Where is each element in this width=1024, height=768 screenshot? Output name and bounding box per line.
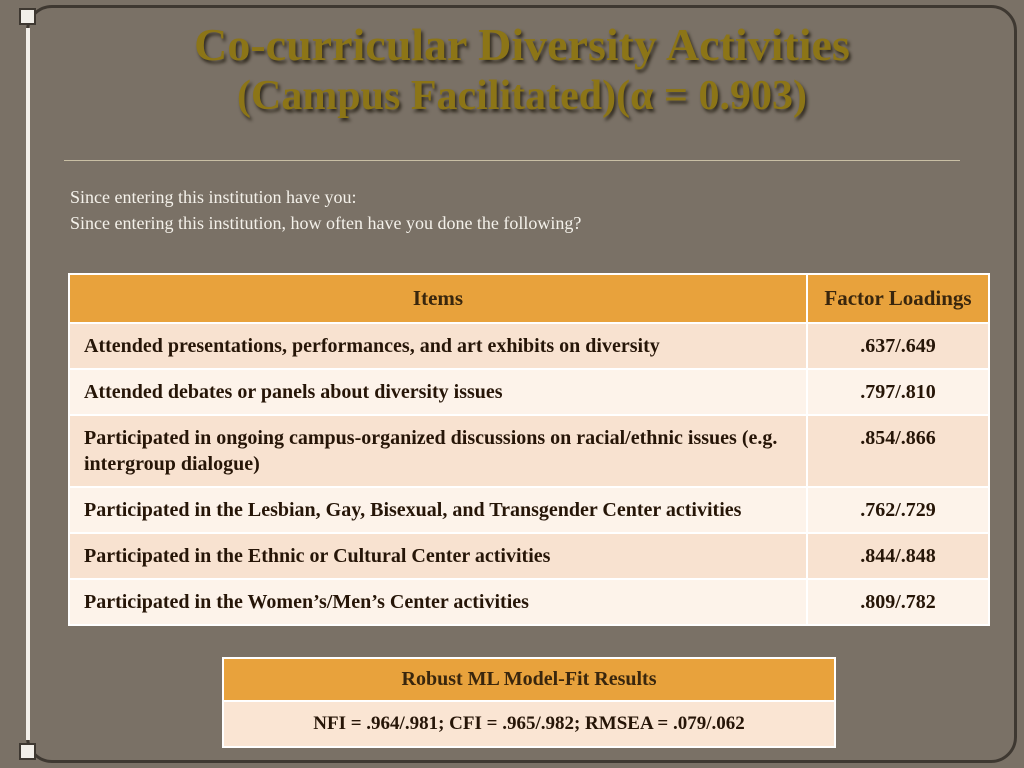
fit-table-result-cell: NFI = .964/.981; CFI = .965/.982; RMSEA … (222, 700, 836, 748)
factor-loadings-header-cell: Factor Loadings (806, 272, 990, 325)
slide-title: Co-curricular Diversity Activities (Camp… (40, 18, 1004, 122)
item-cell: Participated in ongoing campus-organized… (68, 414, 808, 489)
title-line-2: (Campus Facilitated)(α = 0.903) (237, 73, 807, 120)
items-table: Items Factor Loadings Attended presentat… (68, 272, 990, 627)
table-row: Participated in the Women’s/Men’s Center… (68, 578, 990, 627)
left-accent-bar (26, 28, 30, 740)
fit-table-result-row: NFI = .964/.981; CFI = .965/.982; RMSEA … (222, 700, 836, 748)
item-cell: Participated in the Lesbian, Gay, Bisexu… (68, 486, 808, 535)
item-cell: Attended presentations, performances, an… (68, 322, 808, 371)
intro-line-2: Since entering this institution, how oft… (70, 213, 582, 233)
intro-text: Since entering this institution have you… (70, 184, 581, 236)
loading-cell: .854/.866 (806, 414, 990, 489)
intro-line-1: Since entering this institution have you… (70, 187, 357, 207)
table-row: Participated in the Ethnic or Cultural C… (68, 532, 990, 581)
table-row: Participated in the Lesbian, Gay, Bisexu… (68, 486, 990, 535)
corner-square-top-left (19, 8, 36, 25)
loading-cell: .809/.782 (806, 578, 990, 627)
item-cell: Attended debates or panels about diversi… (68, 368, 808, 417)
item-cell: Participated in the Ethnic or Cultural C… (68, 532, 808, 581)
fit-table-header-row: Robust ML Model-Fit Results (222, 657, 836, 702)
item-cell: Participated in the Women’s/Men’s Center… (68, 578, 808, 627)
loading-cell: .637/.649 (806, 322, 990, 371)
items-table-header-row: Items Factor Loadings (68, 272, 990, 325)
loading-cell: .797/.810 (806, 368, 990, 417)
corner-square-bottom-left (19, 743, 36, 760)
table-row: Participated in ongoing campus-organized… (68, 414, 990, 489)
title-divider (64, 160, 960, 161)
items-header-cell: Items (68, 272, 808, 325)
table-row: Attended presentations, performances, an… (68, 322, 990, 371)
loading-cell: .844/.848 (806, 532, 990, 581)
loading-cell: .762/.729 (806, 486, 990, 535)
fit-table-header-cell: Robust ML Model-Fit Results (222, 657, 836, 702)
title-line-1: Co-curricular Diversity Activities (194, 19, 850, 70)
table-row: Attended debates or panels about diversi… (68, 368, 990, 417)
model-fit-table: Robust ML Model-Fit Results NFI = .964/.… (222, 657, 836, 748)
